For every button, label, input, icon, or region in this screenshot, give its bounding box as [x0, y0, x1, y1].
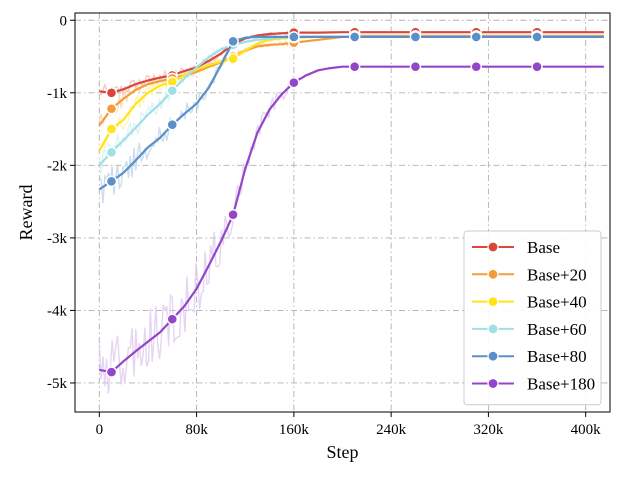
raw-curve-1 — [98, 30, 312, 98]
x-tick-label: 320k — [473, 422, 504, 438]
legend-marker — [487, 323, 499, 335]
y-axis-label: Reward — [16, 185, 36, 241]
plot-frame — [74, 12, 611, 413]
series-point-1 — [105, 87, 118, 99]
y-tick-label: -5k — [47, 376, 67, 392]
legend-label: Base+60 — [527, 320, 587, 339]
x-tick-label: 0 — [96, 422, 104, 438]
series-point-3 — [105, 123, 118, 135]
series-point-6 — [288, 76, 300, 89]
series-point-5 — [470, 31, 482, 43]
series-point-3 — [227, 53, 239, 65]
y-tick-label: -2k — [47, 158, 67, 174]
series-point-5 — [105, 175, 118, 188]
legend-label: Base — [527, 238, 560, 257]
x-tick-label: 400k — [571, 422, 602, 438]
series-point-6 — [470, 60, 482, 73]
legend-marker — [487, 241, 499, 253]
series-point-6 — [166, 313, 178, 325]
x-tick-label: 240k — [376, 422, 407, 438]
series-line-4 — [98, 35, 604, 167]
series-point-4 — [166, 84, 178, 97]
series-point-6 — [227, 208, 239, 221]
series-point-5 — [166, 119, 178, 131]
series-point-5 — [227, 35, 239, 47]
series-point-6 — [105, 366, 118, 378]
series-line-1 — [99, 31, 604, 94]
legend-marker — [487, 350, 499, 362]
series-point-6 — [531, 60, 543, 73]
series-point-4 — [105, 146, 118, 158]
legend-label: Base+180 — [527, 375, 595, 394]
legend: Base Base+20 Base+40 Base+60 Base+80 Base+180 — [463, 230, 602, 406]
series-point-2 — [105, 103, 118, 115]
legend-marker — [487, 268, 499, 280]
series-point-5 — [288, 31, 300, 43]
x-axis-label: Step — [326, 442, 358, 462]
x-tick-label: 80k — [185, 422, 208, 438]
series-point-6 — [348, 60, 361, 73]
legend-label: Base+40 — [527, 293, 587, 312]
series-point-5 — [531, 31, 543, 43]
axis-ticks: 0 80k 160k 240k 320k 400k 0 -1k -2k -3k -4k -5k — [47, 13, 601, 438]
series-point-5 — [409, 31, 422, 43]
legend-label: Base+20 — [527, 265, 587, 284]
series-point-5 — [348, 31, 361, 43]
raw-curve-4 — [98, 34, 311, 174]
series-line-6 — [99, 65, 604, 374]
y-tick-label: -3k — [47, 231, 67, 247]
y-tick-label: -1k — [47, 86, 67, 102]
legend-marker — [487, 377, 499, 390]
series-point-6 — [409, 60, 422, 73]
y-tick-label: 0 — [60, 13, 68, 29]
series-line-5 — [98, 35, 604, 191]
y-tick-label: -4k — [47, 303, 67, 319]
legend-label: Base+80 — [527, 347, 587, 366]
legend-marker — [487, 296, 499, 308]
smoothed-curves — [98, 26, 604, 378]
x-tick-label: 160k — [279, 422, 310, 438]
raw-curve-6 — [98, 73, 312, 394]
